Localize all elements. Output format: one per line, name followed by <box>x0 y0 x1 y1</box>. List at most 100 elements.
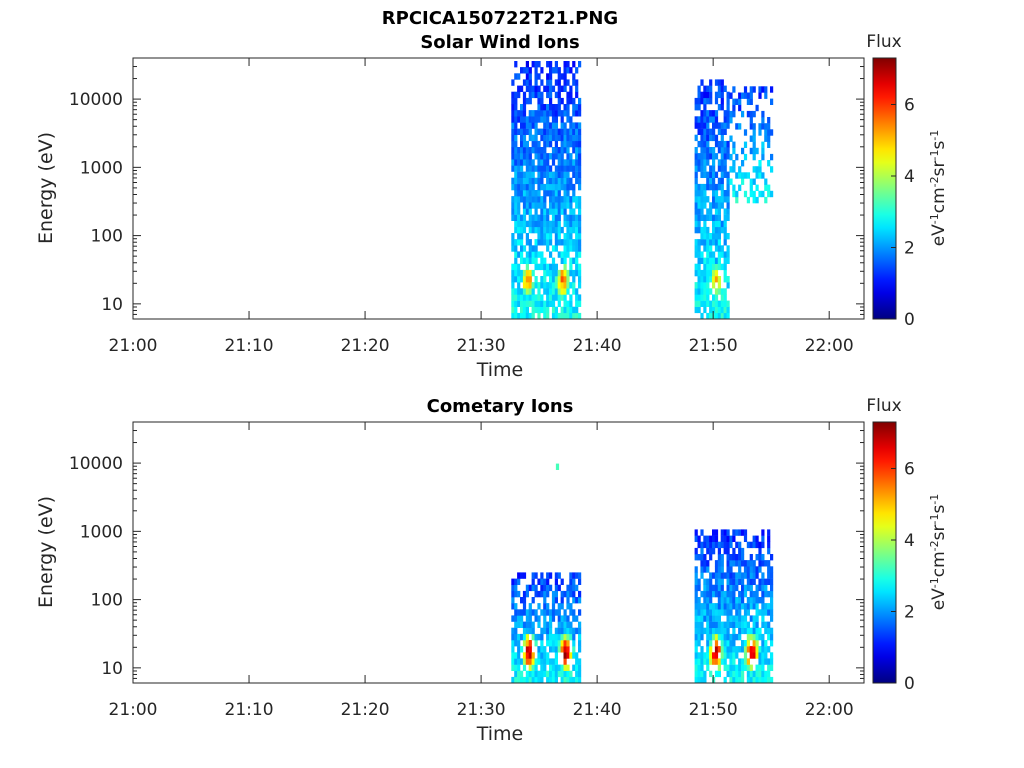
spectrogram-cell <box>563 652 567 659</box>
spectrogram-cell <box>520 104 524 111</box>
spectrogram-cell <box>752 135 756 142</box>
spectrogram-cell <box>723 140 727 148</box>
spectrogram-cell <box>554 91 558 99</box>
spectrogram-cell <box>720 529 724 536</box>
spectrogram-cell <box>729 572 733 579</box>
spectrogram-cell <box>511 603 515 610</box>
spectrogram-cell <box>706 116 710 123</box>
spectrogram-cell <box>709 97 713 105</box>
spectrogram-cell <box>551 658 556 665</box>
spectrogram-cell <box>543 306 547 314</box>
spectrogram-cell <box>714 91 719 99</box>
spectrogram-cell <box>703 609 707 616</box>
spectrogram-cell <box>694 664 698 671</box>
spectrogram-cell <box>755 652 759 659</box>
spectrogram-cell <box>723 214 727 221</box>
spectrogram-cell <box>700 159 704 166</box>
spectrogram-cell <box>706 535 710 542</box>
spectrogram-cell <box>732 621 736 628</box>
spectrogram-cell <box>517 590 521 598</box>
spectrogram-cell <box>563 214 567 221</box>
spectrogram-cell <box>511 276 515 283</box>
spectrogram-cell <box>569 312 573 320</box>
spectrogram-cell <box>743 141 748 148</box>
spectrogram-cell <box>572 159 576 166</box>
spectrogram-cell <box>578 245 582 252</box>
spectrogram-cell <box>578 621 582 628</box>
spectrogram-cell <box>514 300 518 307</box>
spectrogram-cell <box>554 640 558 647</box>
spectrogram-cell <box>712 621 716 628</box>
spectrogram-cell <box>520 122 524 129</box>
spectrogram-cell <box>537 91 541 99</box>
spectrogram-cell <box>709 183 713 191</box>
spectrogram-cell <box>511 122 515 129</box>
spectrogram-cell <box>572 128 576 135</box>
spectrogram-cell <box>563 85 567 92</box>
spectrogram-cell <box>511 208 515 215</box>
spectrogram-cell <box>537 603 541 610</box>
spectrogram-cell <box>546 239 550 246</box>
spectrogram-cell <box>554 104 558 111</box>
spectrogram-cell <box>729 615 733 622</box>
spectrogram-cell <box>703 676 707 684</box>
spectrogram-cell <box>732 664 736 671</box>
spectrogram-cell <box>569 621 573 628</box>
spectrogram-cell <box>575 128 579 135</box>
spectrogram-cell <box>697 584 701 592</box>
spectrogram-cell <box>543 257 547 264</box>
x-tick-label: 21:30 <box>457 336 506 356</box>
spectrogram-cell <box>729 554 733 561</box>
spectrogram-cell <box>546 128 550 135</box>
spectrogram-cell <box>738 615 742 622</box>
spectrogram-cell <box>554 627 558 635</box>
spectrogram-cell <box>540 239 544 246</box>
x-tick-label: 21:00 <box>109 336 158 356</box>
spectrogram-cell <box>563 633 567 641</box>
spectrogram-cell <box>697 621 701 628</box>
spectrogram-cell <box>764 86 768 93</box>
spectrogram-cell <box>764 196 768 204</box>
spectrogram-cell <box>557 73 561 80</box>
spectrogram-cell <box>712 233 716 240</box>
spectrogram-cell <box>717 554 721 561</box>
spectrogram-cell <box>714 300 719 307</box>
spectrogram-cell <box>566 282 570 289</box>
spectrogram-cell <box>511 196 515 203</box>
spectrogram-cell <box>712 590 716 598</box>
spectrogram-cell <box>514 603 518 610</box>
spectrogram-cell <box>522 183 527 191</box>
spectrogram-cell <box>726 110 730 117</box>
spectrogram-cell <box>546 306 550 314</box>
spectrogram-cell <box>549 104 553 111</box>
spectrogram-cell <box>767 117 771 124</box>
spectrogram-cell <box>743 535 748 542</box>
colorbar-tick-label: 0 <box>904 674 915 694</box>
spectrogram-cell <box>560 633 564 641</box>
spectrogram-cell <box>714 276 719 283</box>
spectrogram-cell <box>534 79 538 86</box>
spectrogram-cell <box>537 61 541 68</box>
spectrogram-cell <box>703 615 707 622</box>
spectrogram-cell <box>694 116 698 123</box>
spectrogram-cell <box>706 257 710 264</box>
spectrogram-cell <box>735 664 739 671</box>
spectrogram-cell <box>551 67 556 74</box>
spectrogram-cell <box>520 251 524 258</box>
spectrogram-cell <box>517 220 521 228</box>
x-tick-label: 21:20 <box>341 336 390 356</box>
spectrogram-cell <box>549 226 553 234</box>
spectrogram-cell <box>531 159 535 166</box>
spectrogram-cell <box>511 128 515 135</box>
spectrogram-cell <box>575 140 579 148</box>
spectrogram-cell <box>557 67 561 74</box>
spectrogram-cell <box>514 116 518 123</box>
spectrogram-cell <box>554 578 558 585</box>
spectrogram-cell <box>575 104 579 111</box>
spectrogram-cell <box>543 153 547 160</box>
spectrogram-cell <box>551 220 556 228</box>
spectrogram-cell <box>694 208 698 215</box>
spectrogram-cell <box>557 183 561 191</box>
spectrogram-cell <box>578 220 582 228</box>
